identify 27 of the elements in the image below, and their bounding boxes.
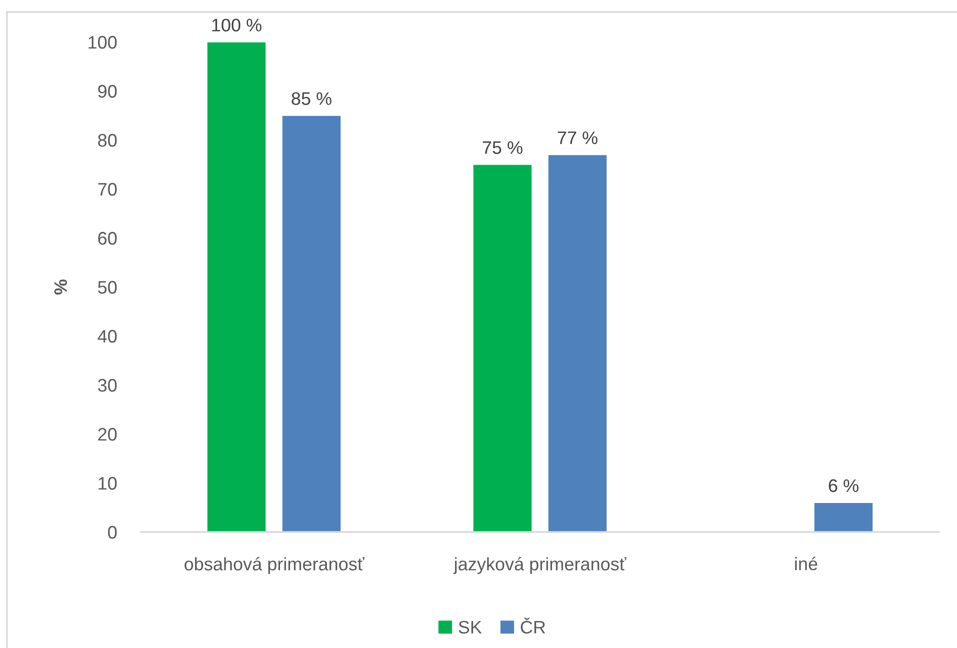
x-tick-label: iné [795, 556, 818, 570]
y-tick-label: 70 [98, 182, 117, 196]
legend-label: SK [458, 620, 482, 634]
y-tick-label: 60 [98, 232, 117, 245]
y-tick-label: 10 [98, 476, 117, 490]
bar [282, 115, 342, 532]
y-tick-label: 0 [108, 526, 117, 539]
y-axis-title: % [54, 279, 67, 295]
data-label: 100 % [212, 18, 262, 32]
y-tick-label: 30 [98, 378, 117, 392]
data-label: 85 % [292, 92, 332, 105]
x-tick-label: jazyková primeranosť [453, 557, 626, 574]
y-tick-label: 50 [98, 280, 117, 294]
y-tick-label: 90 [98, 84, 117, 98]
y-tick-label: 40 [98, 330, 117, 343]
bar [472, 164, 532, 532]
data-label: 6 % [828, 479, 858, 492]
data-label: 75 % [482, 141, 522, 154]
legend-label: ČR [520, 618, 546, 634]
y-tick-label: 80 [98, 134, 117, 147]
bar [548, 154, 608, 532]
x-tick-label: obsahová primeranosť [184, 557, 364, 574]
y-tick-label: 100 [88, 36, 117, 49]
data-label: 77 % [558, 131, 598, 144]
bar [814, 502, 874, 532]
y-tick-label: 20 [98, 428, 117, 441]
bar [206, 42, 266, 532]
